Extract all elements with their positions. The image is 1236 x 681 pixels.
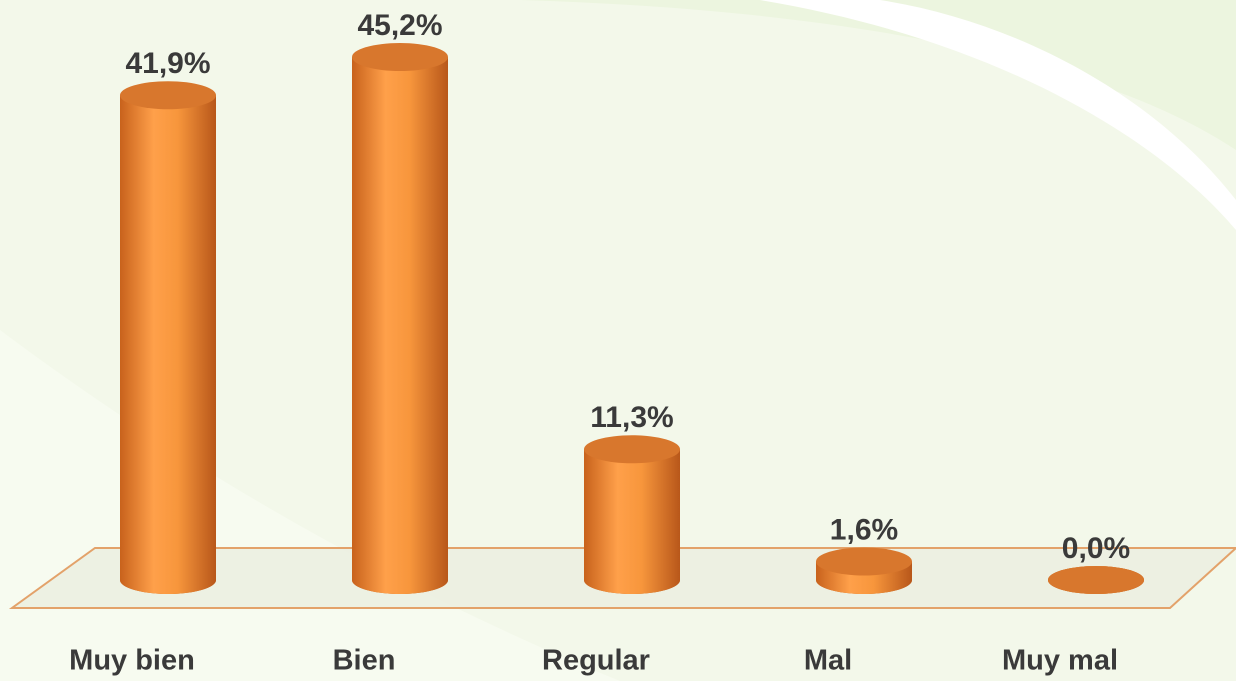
cylinder-top [584, 435, 680, 464]
cylinder-base-front [584, 566, 680, 594]
cylinder-body [120, 95, 216, 580]
cylinder-top [816, 547, 912, 576]
cylinder-top [352, 43, 448, 72]
value-label: 11,3% [590, 401, 673, 434]
background-swoosh [760, 0, 1236, 230]
category-label: Bien [333, 645, 396, 677]
bars: 41,9% Muy bien 45,2% Bien 11,3% Regular 1,6% Ma… [69, 9, 1144, 677]
cylinder-body [352, 57, 448, 580]
cylinder-body [584, 449, 680, 580]
cylinder-top [120, 81, 216, 110]
category-label: Muy mal [1002, 645, 1118, 677]
value-label: 45,2% [357, 9, 442, 42]
cylinder-top [1048, 566, 1144, 594]
value-label: 41,9% [125, 47, 210, 80]
value-label: 1,6% [830, 513, 898, 546]
cylinder-base-front [120, 566, 216, 594]
value-label: 0,0% [1062, 532, 1130, 565]
category-label: Mal [804, 645, 852, 677]
category-label: Muy bien [69, 645, 195, 677]
cylinder-base-front [352, 566, 448, 594]
category-label: Regular [542, 645, 650, 677]
